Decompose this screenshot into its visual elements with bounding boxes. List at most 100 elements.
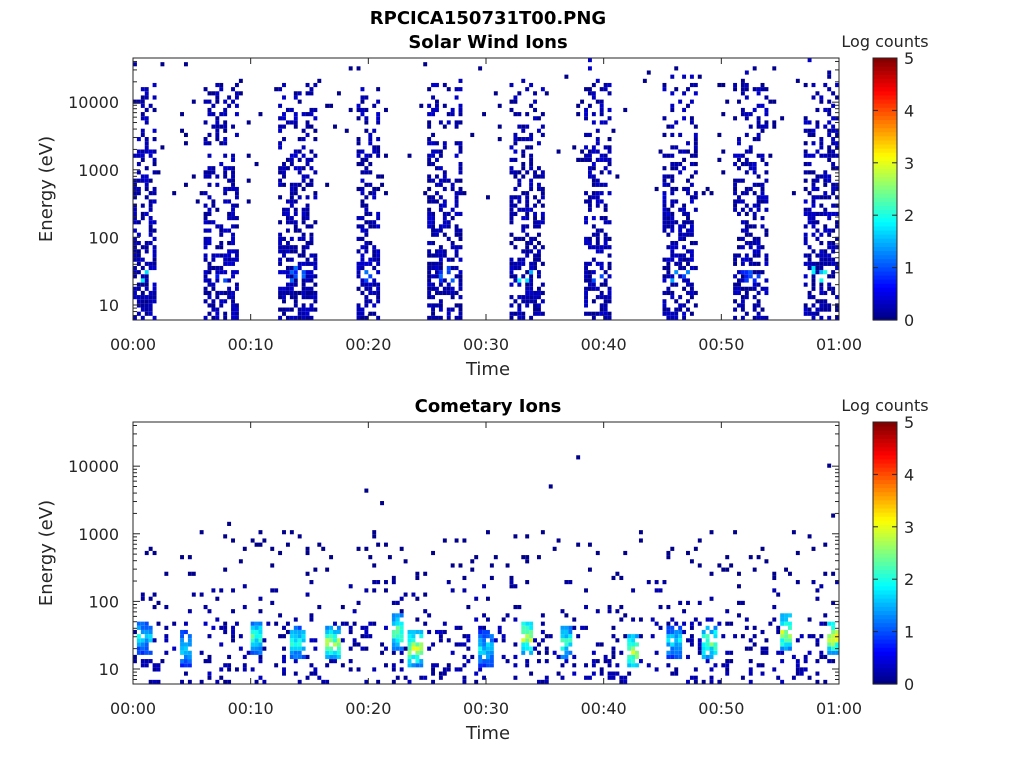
heatmap-cell bbox=[529, 157, 534, 162]
heatmap-cell bbox=[823, 182, 828, 187]
heatmap-cell bbox=[423, 62, 428, 67]
heatmap-cell bbox=[513, 245, 518, 250]
heatmap-cell bbox=[376, 257, 381, 262]
heatmap-cell bbox=[521, 174, 526, 179]
heatmap-cell bbox=[305, 311, 310, 316]
heatmap-cell bbox=[258, 530, 263, 535]
heatmap-cell bbox=[203, 120, 208, 125]
heatmap-cell bbox=[827, 286, 832, 291]
heatmap-cell bbox=[285, 257, 290, 262]
heatmap-cell bbox=[419, 103, 424, 108]
heatmap-cell bbox=[368, 132, 373, 138]
heatmap-cell bbox=[603, 659, 608, 664]
heatmap-cell bbox=[662, 191, 667, 196]
heatmap-cell bbox=[603, 303, 608, 308]
heatmap-cell bbox=[140, 178, 145, 183]
heatmap-cell bbox=[536, 141, 541, 146]
heatmap-cell bbox=[529, 278, 534, 283]
heatmap-cell bbox=[156, 600, 161, 605]
heatmap-cell bbox=[752, 642, 757, 647]
heatmap-cell bbox=[152, 186, 157, 192]
heatmap-cell bbox=[360, 157, 365, 162]
heatmap-cell bbox=[689, 295, 694, 300]
heatmap-cell bbox=[756, 236, 761, 241]
heatmap-cell bbox=[140, 116, 145, 121]
heatmap-cell bbox=[415, 654, 420, 660]
heatmap-cell bbox=[827, 240, 832, 246]
colorbar-segment bbox=[873, 291, 897, 297]
heatmap-cell bbox=[599, 245, 604, 250]
heatmap-cell bbox=[627, 642, 632, 647]
heatmap-cell bbox=[544, 91, 549, 96]
heatmap-cell bbox=[478, 634, 483, 639]
heatmap-cell bbox=[533, 290, 537, 296]
heatmap-cell bbox=[529, 625, 534, 630]
heatmap-cell bbox=[431, 82, 436, 88]
heatmap-cell bbox=[536, 270, 541, 275]
heatmap-cell bbox=[133, 228, 137, 233]
heatmap-cell bbox=[662, 274, 667, 279]
heatmap-cell bbox=[391, 679, 396, 684]
heatmap-cell bbox=[548, 484, 553, 489]
heatmap-cell bbox=[486, 634, 490, 639]
heatmap-cell bbox=[674, 270, 679, 275]
heatmap-cell bbox=[807, 170, 812, 175]
heatmap-cell bbox=[756, 87, 761, 92]
heatmap-cell bbox=[693, 149, 698, 154]
heatmap-cell bbox=[733, 261, 738, 266]
heatmap-cell bbox=[297, 642, 302, 647]
heatmap-cell bbox=[666, 555, 671, 560]
heatmap-cell bbox=[325, 642, 330, 647]
heatmap-cell bbox=[670, 650, 675, 655]
heatmap-cell bbox=[278, 307, 283, 312]
heatmap-cell bbox=[442, 178, 447, 183]
heatmap-cell bbox=[709, 679, 714, 684]
heatmap-cell bbox=[140, 642, 145, 647]
heatmap-cell bbox=[395, 629, 400, 635]
heatmap-cell bbox=[666, 274, 671, 279]
heatmap-cell bbox=[203, 659, 208, 664]
heatmap-cell bbox=[231, 299, 235, 304]
heatmap-cell bbox=[662, 220, 667, 225]
heatmap-cell bbox=[682, 303, 687, 308]
heatmap-cell bbox=[811, 270, 816, 275]
heatmap-cell bbox=[391, 621, 396, 626]
heatmap-cell bbox=[584, 261, 588, 266]
heatmap-cell bbox=[662, 195, 667, 200]
heatmap-cell bbox=[227, 679, 232, 684]
heatmap-cell bbox=[752, 270, 757, 275]
heatmap-cell bbox=[674, 145, 679, 150]
heatmap-cell bbox=[140, 211, 145, 217]
heatmap-cell bbox=[278, 166, 283, 171]
heatmap-cell bbox=[160, 62, 165, 67]
heatmap-cell bbox=[152, 128, 157, 133]
heatmap-cell bbox=[831, 166, 836, 171]
heatmap-cell bbox=[348, 625, 353, 630]
heatmap-cell bbox=[517, 178, 522, 183]
heatmap-cell bbox=[458, 191, 463, 196]
colorbar-segment bbox=[873, 70, 897, 75]
heatmap-cell bbox=[540, 311, 545, 316]
heatmap-cell bbox=[478, 642, 483, 647]
heatmap-cell bbox=[234, 249, 239, 254]
heatmap-cell bbox=[438, 303, 443, 308]
heatmap-cell bbox=[278, 170, 283, 175]
heatmap-cell bbox=[776, 592, 781, 597]
heatmap-cell bbox=[748, 638, 753, 643]
heatmap-cell bbox=[556, 538, 561, 543]
heatmap-cell bbox=[293, 211, 298, 217]
heatmap-cell bbox=[289, 195, 294, 200]
heatmap-cell bbox=[258, 596, 263, 601]
heatmap-cell bbox=[399, 621, 404, 626]
heatmap-cell bbox=[529, 82, 534, 88]
heatmap-cell bbox=[356, 141, 361, 146]
heatmap-cell bbox=[740, 278, 745, 283]
colorbar-segment bbox=[873, 127, 897, 133]
heatmap-cell bbox=[803, 659, 808, 664]
heatmap-cell bbox=[285, 621, 290, 626]
heatmap-cell bbox=[513, 236, 518, 241]
heatmap-cell bbox=[674, 315, 679, 320]
heatmap-cell bbox=[231, 178, 235, 183]
heatmap-cell bbox=[372, 145, 377, 150]
heatmap-cell bbox=[674, 245, 679, 250]
